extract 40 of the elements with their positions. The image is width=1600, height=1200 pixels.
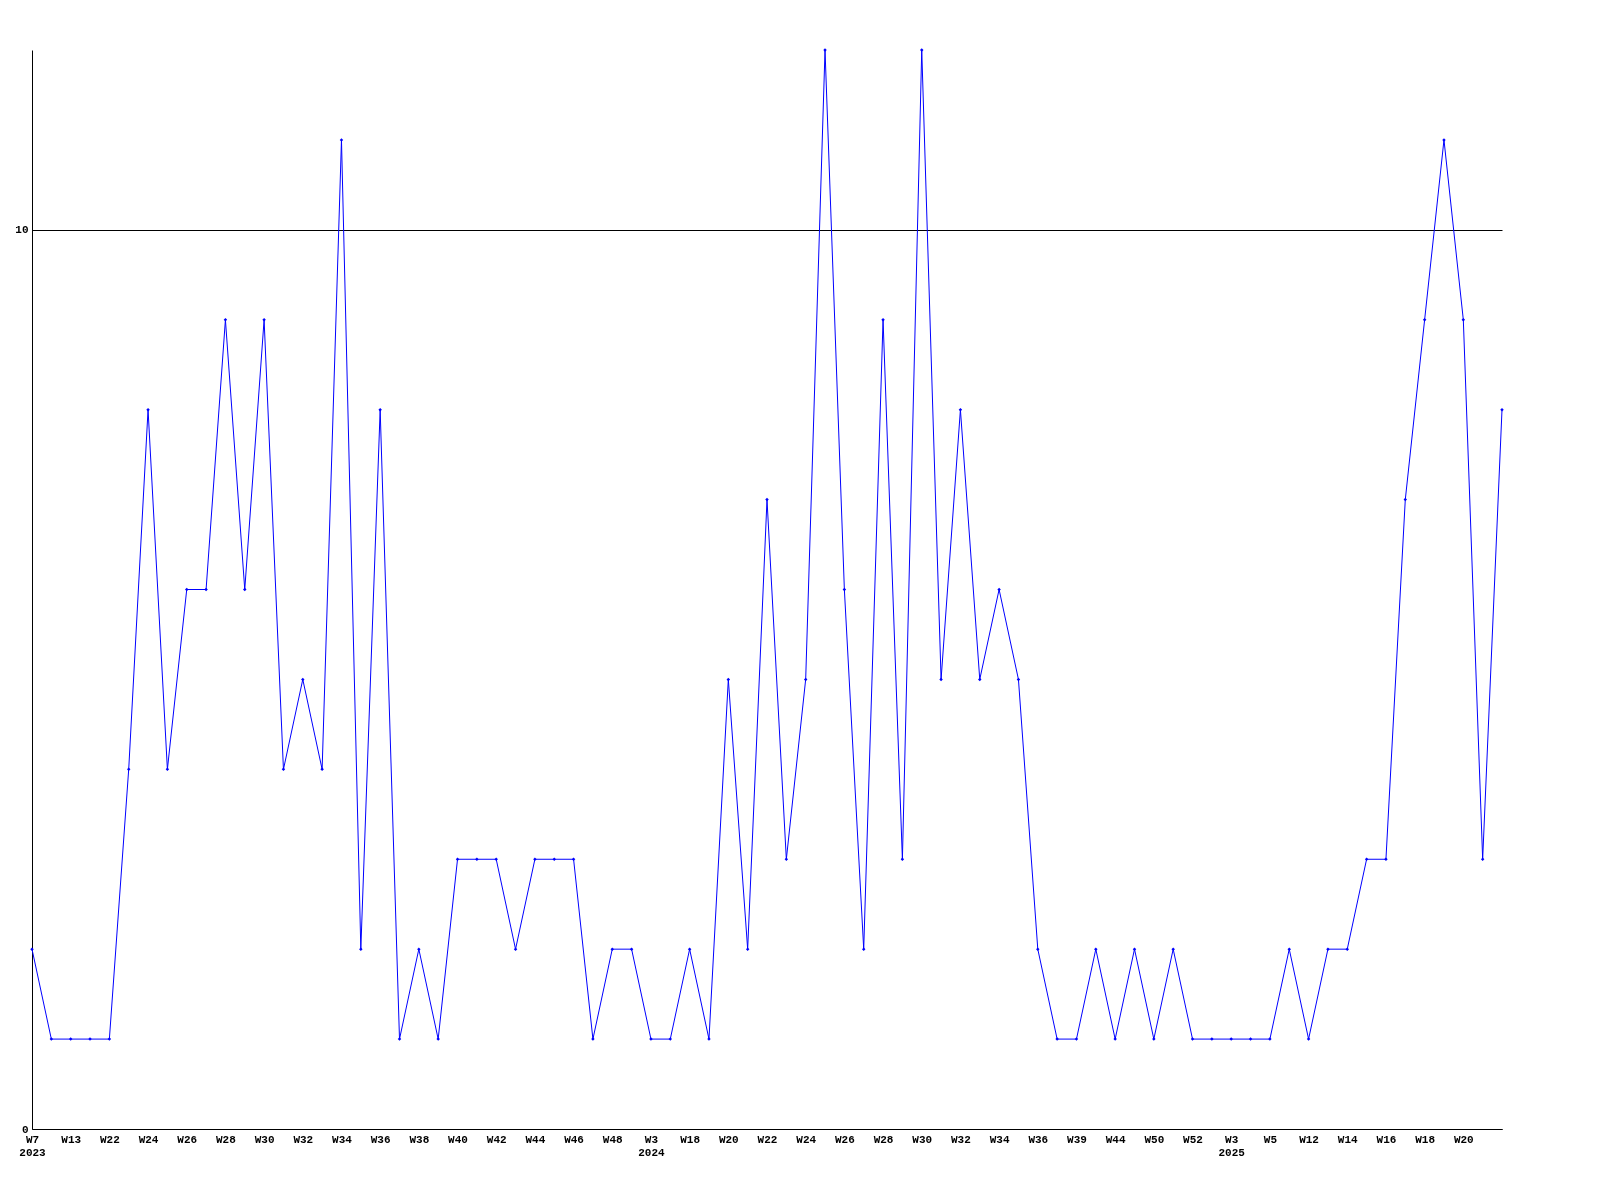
x-tick-label: W20 <box>1453 1133 1474 1146</box>
x-tick-label: W5 <box>1263 1133 1278 1146</box>
x-tick-label: W26 <box>177 1133 198 1146</box>
x-tick-label: W36 <box>1028 1133 1049 1146</box>
x-tick-label: W30 <box>912 1133 933 1146</box>
x-tick-label: W22 <box>757 1133 778 1146</box>
x-tick-label: W3 2025 <box>1218 1133 1246 1159</box>
y-tick-label: 10 <box>15 224 29 237</box>
x-tick-label: W30 <box>254 1133 275 1146</box>
x-tick-label: W44 <box>1105 1133 1126 1146</box>
x-tick-label: W50 <box>1144 1133 1165 1146</box>
x-tick-label: W48 <box>602 1133 624 1146</box>
x-tick-label: W32 <box>951 1133 971 1146</box>
x-tick-label: W14 <box>1337 1133 1359 1146</box>
x-tick-label: W38 <box>409 1133 430 1146</box>
x-tick-label: W39 <box>1067 1133 1087 1146</box>
x-tick-label: W44 <box>525 1133 546 1146</box>
x-tick-label: W52 <box>1183 1133 1203 1146</box>
x-tick-label: W20 <box>718 1133 739 1146</box>
x-tick-label: W28 <box>216 1133 237 1146</box>
x-tick-label: W18 <box>680 1133 701 1146</box>
x-tick-label: W34 <box>989 1133 1010 1146</box>
x-tick-label: W40 <box>448 1133 468 1146</box>
x-tick-label: W34 <box>332 1133 353 1146</box>
y-tick-label: 0 <box>21 1123 29 1136</box>
x-tick-label: W26 <box>834 1133 855 1146</box>
x-tick-label: W13 <box>61 1133 82 1146</box>
x-tick-label: W28 <box>873 1133 894 1146</box>
x-tick-label: W7 2023 <box>19 1133 47 1159</box>
x-tick-label: W18 <box>1415 1133 1436 1146</box>
x-tick-label: W12 <box>1299 1133 1319 1146</box>
x-tick-label: W3 2024 <box>638 1133 666 1159</box>
x-tick-label: W24 <box>796 1133 817 1146</box>
x-tick-label: W32 <box>293 1133 314 1146</box>
x-tick-label: W36 <box>370 1133 391 1146</box>
x-tick-label: W16 <box>1376 1133 1397 1146</box>
x-tick-label: W24 <box>138 1133 159 1146</box>
x-tick-label: W46 <box>564 1133 584 1146</box>
x-tick-label: W42 <box>486 1133 507 1146</box>
x-tick-label: W22 <box>99 1133 120 1146</box>
